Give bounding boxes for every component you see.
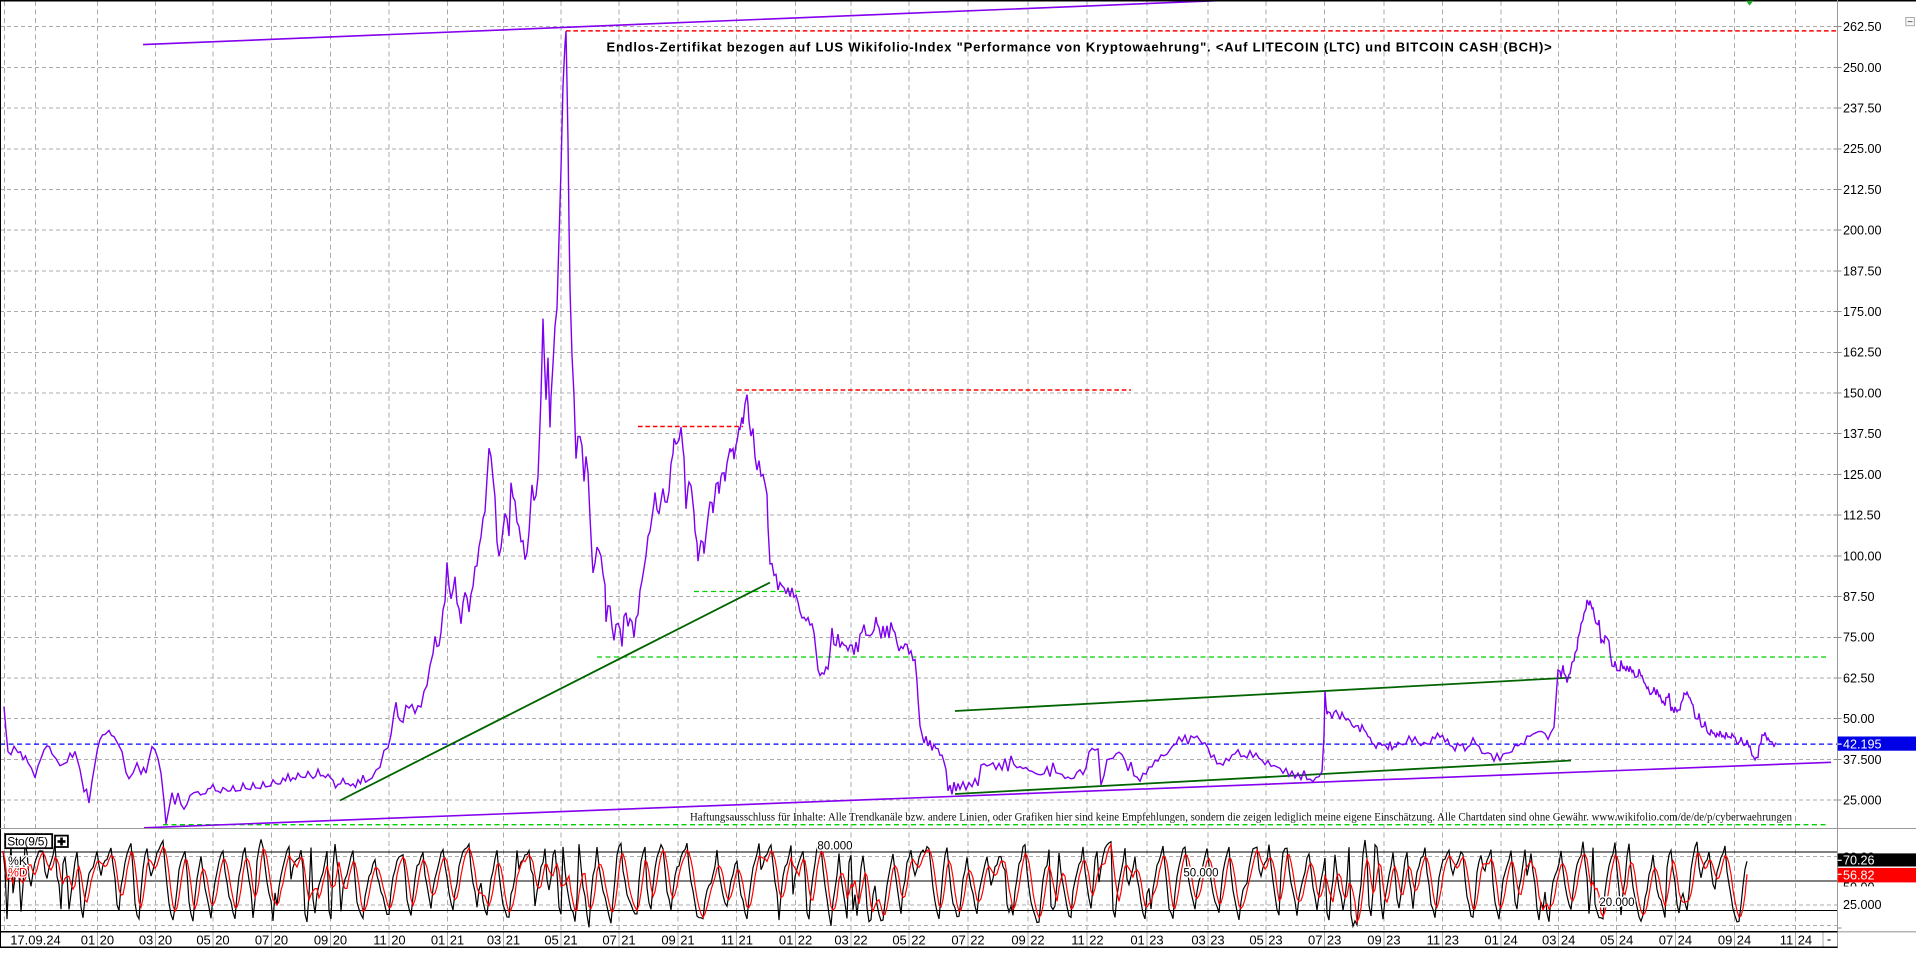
svg-text:07: 07 (602, 933, 616, 948)
svg-text:03: 03 (834, 933, 848, 948)
svg-text:Haftungsausschluss für Inhalte: Haftungsausschluss für Inhalte: Alle Tre… (690, 810, 1792, 824)
svg-text:11: 11 (721, 933, 735, 948)
svg-text:09: 09 (1367, 933, 1381, 948)
svg-text:11: 11 (1071, 933, 1085, 948)
svg-text:212.50: 212.50 (1843, 183, 1882, 197)
svg-text:01: 01 (431, 933, 445, 948)
svg-text:20: 20 (158, 933, 172, 948)
svg-text:24: 24 (1737, 933, 1751, 948)
svg-text:05: 05 (1249, 933, 1263, 948)
svg-text:20: 20 (274, 933, 288, 948)
svg-text:05: 05 (196, 933, 210, 948)
svg-text:20: 20 (391, 933, 405, 948)
svg-text:22: 22 (853, 933, 867, 948)
svg-text:07: 07 (1659, 933, 1673, 948)
svg-text:21: 21 (506, 933, 520, 948)
svg-text:11: 11 (1427, 933, 1441, 948)
svg-text:175.00: 175.00 (1843, 305, 1882, 319)
svg-text:187.50: 187.50 (1843, 264, 1882, 278)
svg-text:225.00: 225.00 (1843, 142, 1882, 156)
svg-text:24: 24 (1561, 933, 1575, 948)
svg-text:22: 22 (1030, 933, 1044, 948)
svg-text:21: 21 (563, 933, 577, 948)
svg-text:24: 24 (1619, 933, 1633, 948)
svg-text:09: 09 (1011, 933, 1025, 948)
svg-text:70.26: 70.26 (1843, 853, 1875, 867)
svg-text:%D: %D (8, 865, 28, 879)
svg-text:22: 22 (911, 933, 925, 948)
svg-text:150.00: 150.00 (1843, 386, 1882, 400)
svg-text:21: 21 (621, 933, 635, 948)
svg-text:Sto(9/5): Sto(9/5) (7, 834, 48, 848)
svg-text:112.50: 112.50 (1843, 509, 1881, 523)
svg-text:03: 03 (487, 933, 501, 948)
svg-text:125.00: 125.00 (1843, 468, 1882, 482)
svg-text:250.00: 250.00 (1843, 61, 1882, 75)
svg-text:87.50: 87.50 (1843, 590, 1875, 604)
svg-text:07: 07 (255, 933, 269, 948)
svg-text:22: 22 (798, 933, 812, 948)
svg-text:%K: %K (8, 854, 27, 868)
svg-text:05: 05 (1600, 933, 1614, 948)
svg-text:80.000: 80.000 (817, 841, 852, 853)
svg-text:75.00: 75.00 (1843, 631, 1875, 645)
svg-text:20.000: 20.000 (1599, 897, 1634, 909)
svg-text:23: 23 (1268, 933, 1282, 948)
svg-text:01: 01 (1130, 933, 1144, 948)
svg-text:200.00: 200.00 (1843, 224, 1882, 238)
svg-text:50.000: 50.000 (1183, 868, 1218, 880)
svg-text:05: 05 (892, 933, 906, 948)
svg-text:24: 24 (1503, 933, 1517, 948)
svg-text:262.50: 262.50 (1843, 20, 1882, 34)
svg-text:25.000: 25.000 (1843, 898, 1882, 912)
svg-text:23: 23 (1445, 933, 1459, 948)
svg-text:22: 22 (970, 933, 984, 948)
svg-text:50.00: 50.00 (1843, 712, 1875, 726)
svg-text:03: 03 (1191, 933, 1205, 948)
svg-text:05: 05 (544, 933, 558, 948)
svg-text:23: 23 (1386, 933, 1400, 948)
svg-text:100.00: 100.00 (1843, 549, 1882, 563)
svg-text:137.50: 137.50 (1843, 427, 1882, 441)
svg-text:21: 21 (739, 933, 753, 948)
svg-text:09: 09 (1718, 933, 1732, 948)
svg-text:25.000: 25.000 (1843, 794, 1882, 808)
svg-text:24: 24 (1798, 933, 1812, 948)
svg-text:62.50: 62.50 (1843, 671, 1875, 685)
svg-text:11: 11 (373, 933, 387, 948)
svg-text:21: 21 (680, 933, 694, 948)
svg-text:09: 09 (314, 933, 328, 948)
svg-text:37.500: 37.500 (1843, 753, 1882, 767)
svg-text:01: 01 (81, 933, 95, 948)
svg-text:23: 23 (1327, 933, 1341, 948)
svg-text:11: 11 (1780, 933, 1794, 948)
svg-text:Endlos-Zertifikat bezogen auf: Endlos-Zertifikat bezogen auf LUS Wikifo… (607, 40, 1553, 55)
svg-text:07: 07 (951, 933, 965, 948)
svg-text:-: - (1827, 932, 1831, 947)
svg-text:01: 01 (779, 933, 793, 948)
svg-text:56.82: 56.82 (1843, 868, 1875, 882)
svg-text:09: 09 (661, 933, 675, 948)
svg-text:237.50: 237.50 (1843, 102, 1882, 116)
svg-text:20: 20 (333, 933, 347, 948)
svg-text:20: 20 (215, 933, 229, 948)
svg-text:42.195: 42.195 (1843, 737, 1882, 751)
svg-text:03: 03 (1542, 933, 1556, 948)
svg-text:23: 23 (1210, 933, 1224, 948)
svg-text:07: 07 (1308, 933, 1322, 948)
svg-text:21: 21 (450, 933, 464, 948)
svg-text:24: 24 (1678, 933, 1692, 948)
svg-text:22: 22 (1089, 933, 1103, 948)
svg-text:03: 03 (139, 933, 153, 948)
svg-text:01: 01 (1484, 933, 1498, 948)
svg-text:162.50: 162.50 (1843, 346, 1882, 360)
svg-text:23: 23 (1149, 933, 1163, 948)
svg-text:20: 20 (100, 933, 114, 948)
svg-text:17.09.24: 17.09.24 (10, 933, 61, 948)
